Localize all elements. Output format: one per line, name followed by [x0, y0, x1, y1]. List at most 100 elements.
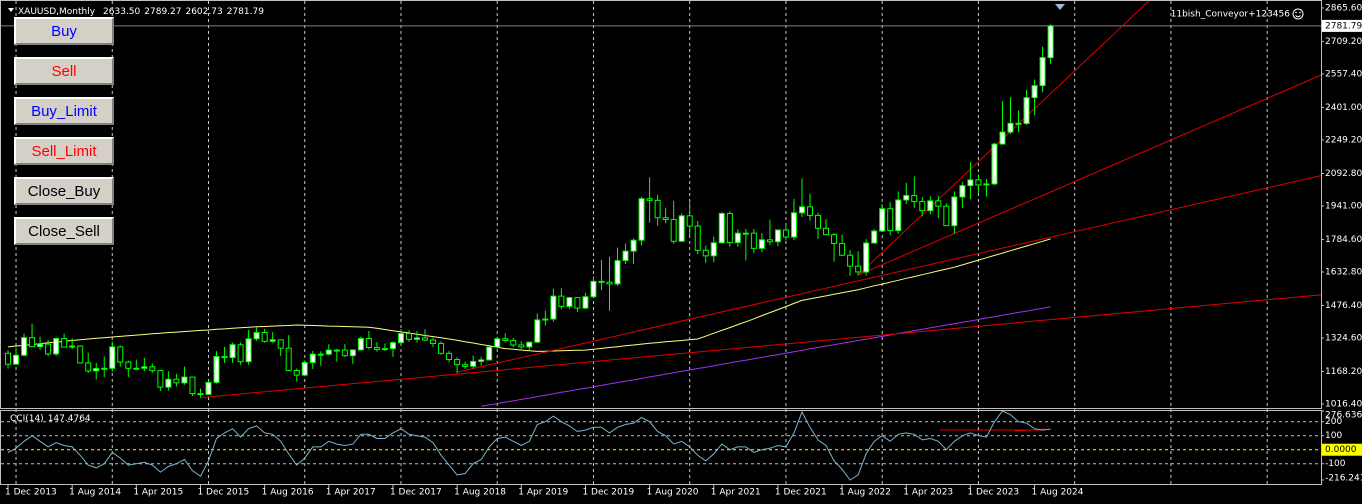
x-tick-label: 1 Apr 2015: [133, 488, 183, 498]
candle-body: [1031, 85, 1038, 99]
moving-average-line: [7, 238, 1051, 352]
x-tick-label: 1 Apr 2021: [711, 488, 761, 498]
candle-body: [325, 349, 332, 355]
candle-body: [718, 212, 725, 244]
candle-body: [381, 348, 388, 351]
candle-body: [526, 341, 533, 348]
candle-body: [85, 362, 92, 372]
candle-body: [13, 354, 20, 365]
open: 2633.50: [103, 7, 140, 17]
candle-body: [45, 343, 52, 355]
candle-body: [189, 376, 196, 395]
x-tick-label: 1 Dec 2021: [775, 488, 827, 498]
candle-body: [173, 378, 180, 384]
candle-body: [694, 225, 701, 251]
candle-body: [766, 239, 773, 243]
candle-body: [1015, 122, 1022, 125]
cci-objects: [940, 428, 1046, 432]
x-tick-label: 1 Apr 2017: [326, 488, 376, 498]
candle-body: [1039, 57, 1046, 87]
cci-plot: [1, 411, 1321, 481]
trade-button[interactable]: Close_Buy: [14, 177, 114, 205]
candle-body: [654, 199, 661, 219]
x-tick-label: 1 Aug 2014: [69, 488, 121, 498]
y-tick-label: 2092.80: [1325, 169, 1362, 179]
candle-body: [397, 333, 404, 344]
candle-body: [245, 338, 252, 363]
candle-body: [574, 297, 581, 309]
candle-body: [133, 367, 140, 370]
candle-body: [269, 339, 276, 342]
candle-body: [309, 353, 316, 364]
candle-body: [261, 332, 268, 342]
candle-body: [373, 347, 380, 350]
candle-body: [37, 343, 44, 348]
y-tick-label: 2865.60: [1325, 4, 1362, 14]
main-panel-frame: [0, 0, 1322, 409]
candle-body: [470, 360, 477, 367]
x-tick-label: 1 Dec 2017: [390, 488, 442, 498]
candle-body: [798, 206, 805, 214]
cci-label: CCI(14) 147.4764: [10, 414, 91, 424]
candle-body: [895, 199, 902, 232]
y-tick-label: 2401.00: [1325, 103, 1362, 113]
candle-body: [1007, 122, 1014, 133]
candle-body: [149, 366, 156, 372]
candle-body: [542, 318, 549, 321]
candle-body: [887, 208, 894, 232]
trade-button[interactable]: Close_Sell: [14, 217, 114, 245]
candle-body: [422, 337, 429, 341]
cci-value: 147.4764: [48, 414, 91, 424]
x-tick-label: 1 Aug 2020: [647, 488, 699, 498]
candle-body: [494, 338, 501, 348]
trade-button[interactable]: Buy: [14, 17, 114, 45]
candle-body: [462, 364, 469, 367]
candle-body: [213, 356, 220, 383]
y-tick-label: 1941.00: [1325, 201, 1362, 211]
candle-body: [750, 232, 757, 249]
candle-body: [502, 338, 509, 341]
candle-body: [903, 194, 910, 201]
close: 2781.79: [227, 7, 264, 17]
candle-body: [1023, 97, 1030, 125]
candle-body: [863, 242, 870, 273]
candle-body: [414, 337, 421, 340]
candle-body: [349, 349, 356, 357]
trade-button[interactable]: Sell: [14, 57, 114, 85]
candle-body: [534, 319, 541, 343]
chart-shift-marker[interactable]: [1055, 4, 1065, 10]
y-tick-label: 1784.60: [1325, 235, 1362, 245]
y-tick-label: 1016.40: [1325, 399, 1362, 409]
candle-body: [253, 332, 260, 340]
candle-body: [486, 346, 493, 361]
candle-body: [558, 295, 565, 307]
candle-body: [454, 359, 461, 366]
candle-body: [927, 200, 934, 212]
expert-name: 11bish_Conveyor+123456: [1171, 10, 1291, 20]
candle-body: [758, 239, 765, 249]
candle-body: [598, 280, 605, 283]
candle-body: [365, 338, 372, 349]
trade-button[interactable]: Sell_Limit: [14, 137, 114, 165]
x-tick-label: 1 Aug 2016: [262, 488, 314, 498]
candle-body: [686, 215, 693, 227]
candle-body: [710, 242, 717, 257]
candle-body: [293, 369, 300, 376]
candle-body: [959, 185, 966, 198]
y-tick-label: 2249.20: [1325, 135, 1362, 145]
y-tick-label: 1168.20: [1325, 367, 1362, 377]
candle-body: [871, 230, 878, 244]
trade-button[interactable]: Buy_Limit: [14, 97, 114, 125]
candle-body: [991, 143, 998, 185]
candle-body: [831, 234, 838, 244]
candle-body: [317, 353, 324, 356]
candle-body: [951, 196, 958, 227]
y-tick-label: 2709.20: [1325, 37, 1362, 47]
candle-body: [157, 370, 164, 388]
menu-arrow[interactable]: [8, 8, 14, 12]
candle-body: [69, 345, 76, 348]
candle-body: [333, 349, 340, 352]
candle-body: [823, 227, 830, 236]
trend-line: [857, 1, 1150, 276]
